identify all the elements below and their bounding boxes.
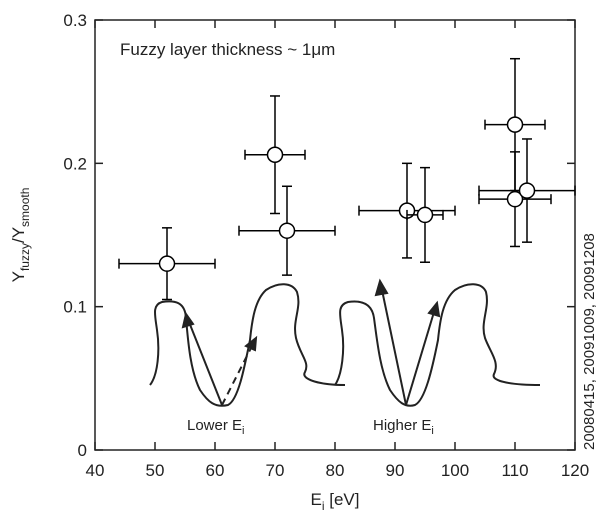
data-point — [518, 182, 536, 199]
y-tick-label: 0.3 — [63, 11, 87, 30]
arrow — [381, 289, 407, 406]
x-tick-label: 90 — [386, 461, 405, 480]
annotation-text: Lower E — [187, 417, 242, 434]
x-tick-label: 50 — [146, 461, 165, 480]
data-point — [416, 206, 434, 224]
data-point — [506, 116, 524, 133]
x-tick-label: 60 — [206, 461, 225, 480]
arrows — [181, 278, 441, 406]
y-axis-label: Yfuzzy/Ysmooth — [9, 188, 32, 283]
date-label: 20080415, 20091009, 20091208 — [581, 233, 598, 450]
x-tick-label: 70 — [266, 461, 285, 480]
arrow-head — [244, 335, 258, 352]
x-tick-label: 110 — [501, 461, 528, 480]
data-point — [506, 190, 524, 208]
annotation: Higher Ei — [373, 417, 434, 437]
x-tick-label: 80 — [326, 461, 345, 480]
y-axis-label-subscript: smooth — [18, 188, 32, 227]
annotation-subscript: i — [242, 425, 244, 437]
x-axis-label-main: E — [311, 490, 322, 509]
y-tick-label: 0 — [78, 441, 87, 460]
x-tick-label: 120 — [561, 461, 589, 480]
annotation-subscript: i — [431, 425, 433, 437]
x-tick-label: 40 — [86, 461, 105, 480]
annotation-text: Higher E — [373, 417, 431, 434]
y-tick-label: 0.1 — [63, 298, 87, 317]
y-axis-label-subscript: fuzzy — [18, 243, 32, 271]
x-axis-label-unit: [eV] — [325, 490, 360, 509]
data-point — [158, 255, 176, 272]
arrow — [188, 321, 223, 406]
fuzzy-surface-right — [334, 283, 541, 407]
arrow — [405, 311, 435, 406]
x-tick-label: 100 — [441, 461, 469, 480]
y-axis-label-main: Y — [9, 271, 28, 282]
data-point — [278, 222, 296, 239]
fuzzy-surface-left — [149, 283, 346, 407]
arrow-head — [427, 300, 441, 318]
annotation: Lower Ei — [187, 417, 244, 437]
data-point — [266, 146, 284, 163]
arrow-head — [181, 311, 195, 329]
chart-title: Fuzzy layer thickness ~ 1μm — [120, 40, 335, 59]
arrow-head — [374, 278, 389, 297]
y-tick-label: 0.2 — [63, 154, 87, 173]
surface-sketch — [149, 283, 541, 407]
x-axis-label: Ei [eV] — [311, 490, 360, 513]
x-axis-label-subscript: i — [322, 499, 325, 513]
y-axis-label-main: /Y — [9, 227, 28, 243]
